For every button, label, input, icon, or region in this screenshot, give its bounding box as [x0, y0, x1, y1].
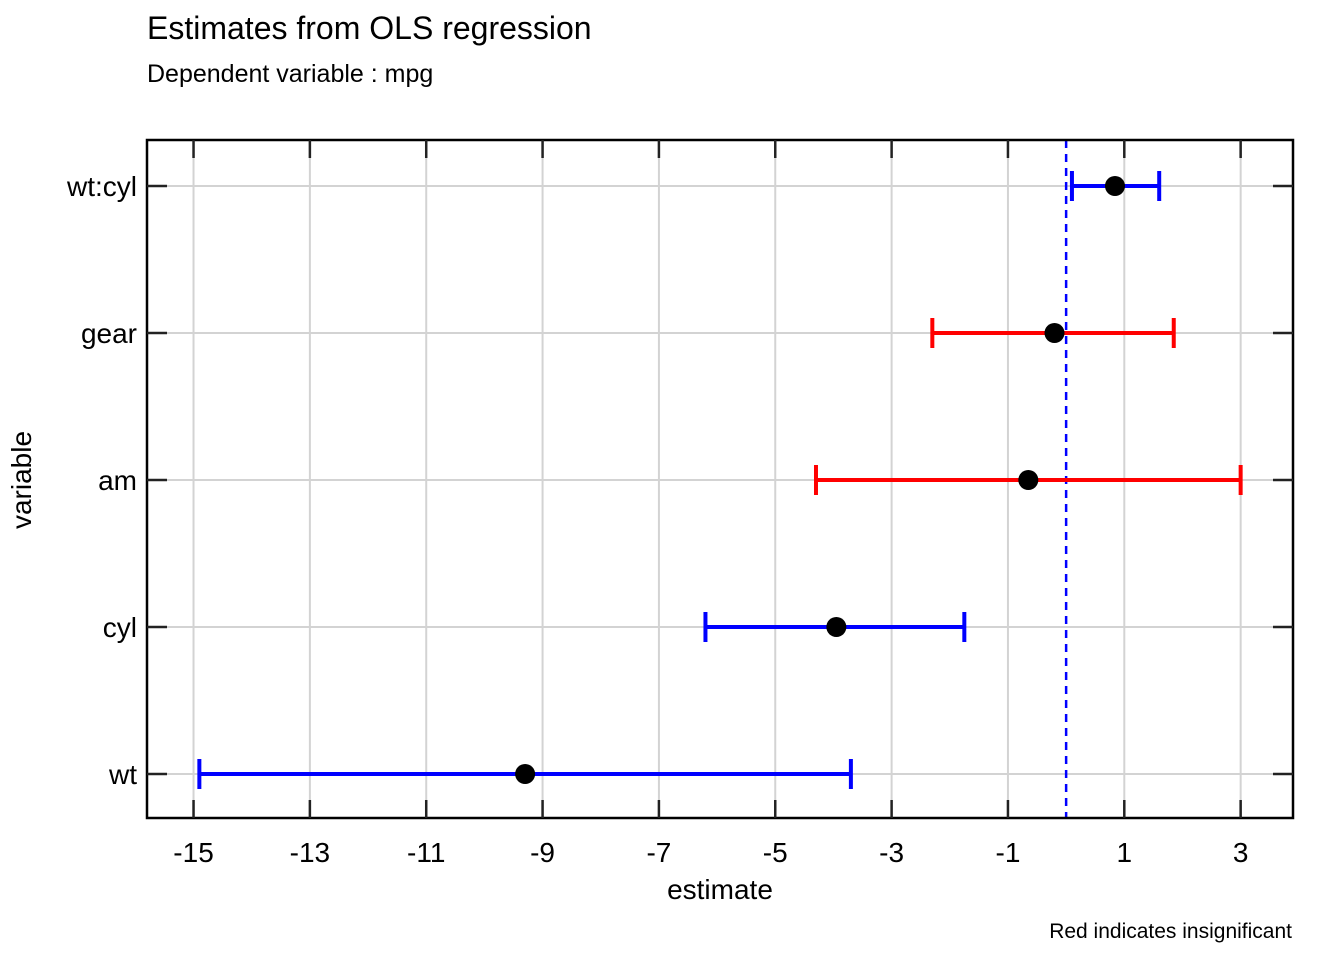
y-tick-label: wt [108, 759, 137, 790]
x-tick-label: -1 [996, 837, 1021, 868]
x-tick-label: -9 [530, 837, 555, 868]
y-axis-label: variable [6, 430, 37, 530]
chart-title: Estimates from OLS regression [147, 10, 592, 46]
estimate-point-cyl [826, 617, 847, 637]
chart-caption: Red indicates insignificant [1049, 920, 1292, 943]
x-tick-label: -5 [763, 837, 788, 868]
y-tick-label: am [98, 465, 137, 496]
x-tick-label: -7 [646, 837, 671, 868]
estimate-points [515, 176, 1125, 784]
y-tick-label: cyl [103, 612, 137, 643]
chart-subtitle: Dependent variable : mpg [147, 60, 434, 88]
estimate-point-am [1018, 470, 1039, 490]
x-tick-label: 3 [1233, 837, 1249, 868]
x-axis-label: estimate [667, 874, 773, 905]
x-tick-label: -11 [407, 837, 445, 868]
estimate-point-wt [515, 764, 536, 784]
axis-ticks [147, 140, 1293, 818]
x-tick-label: 1 [1117, 837, 1133, 868]
x-tick-label: -3 [879, 837, 904, 868]
x-tick-label: -13 [290, 837, 330, 868]
estimate-point-wt:cyl [1104, 176, 1125, 196]
y-tick-label: wt:cyl [66, 171, 137, 202]
y-tick-label: gear [81, 318, 137, 349]
estimate-point-gear [1044, 323, 1065, 343]
x-tick-label: -15 [173, 837, 213, 868]
